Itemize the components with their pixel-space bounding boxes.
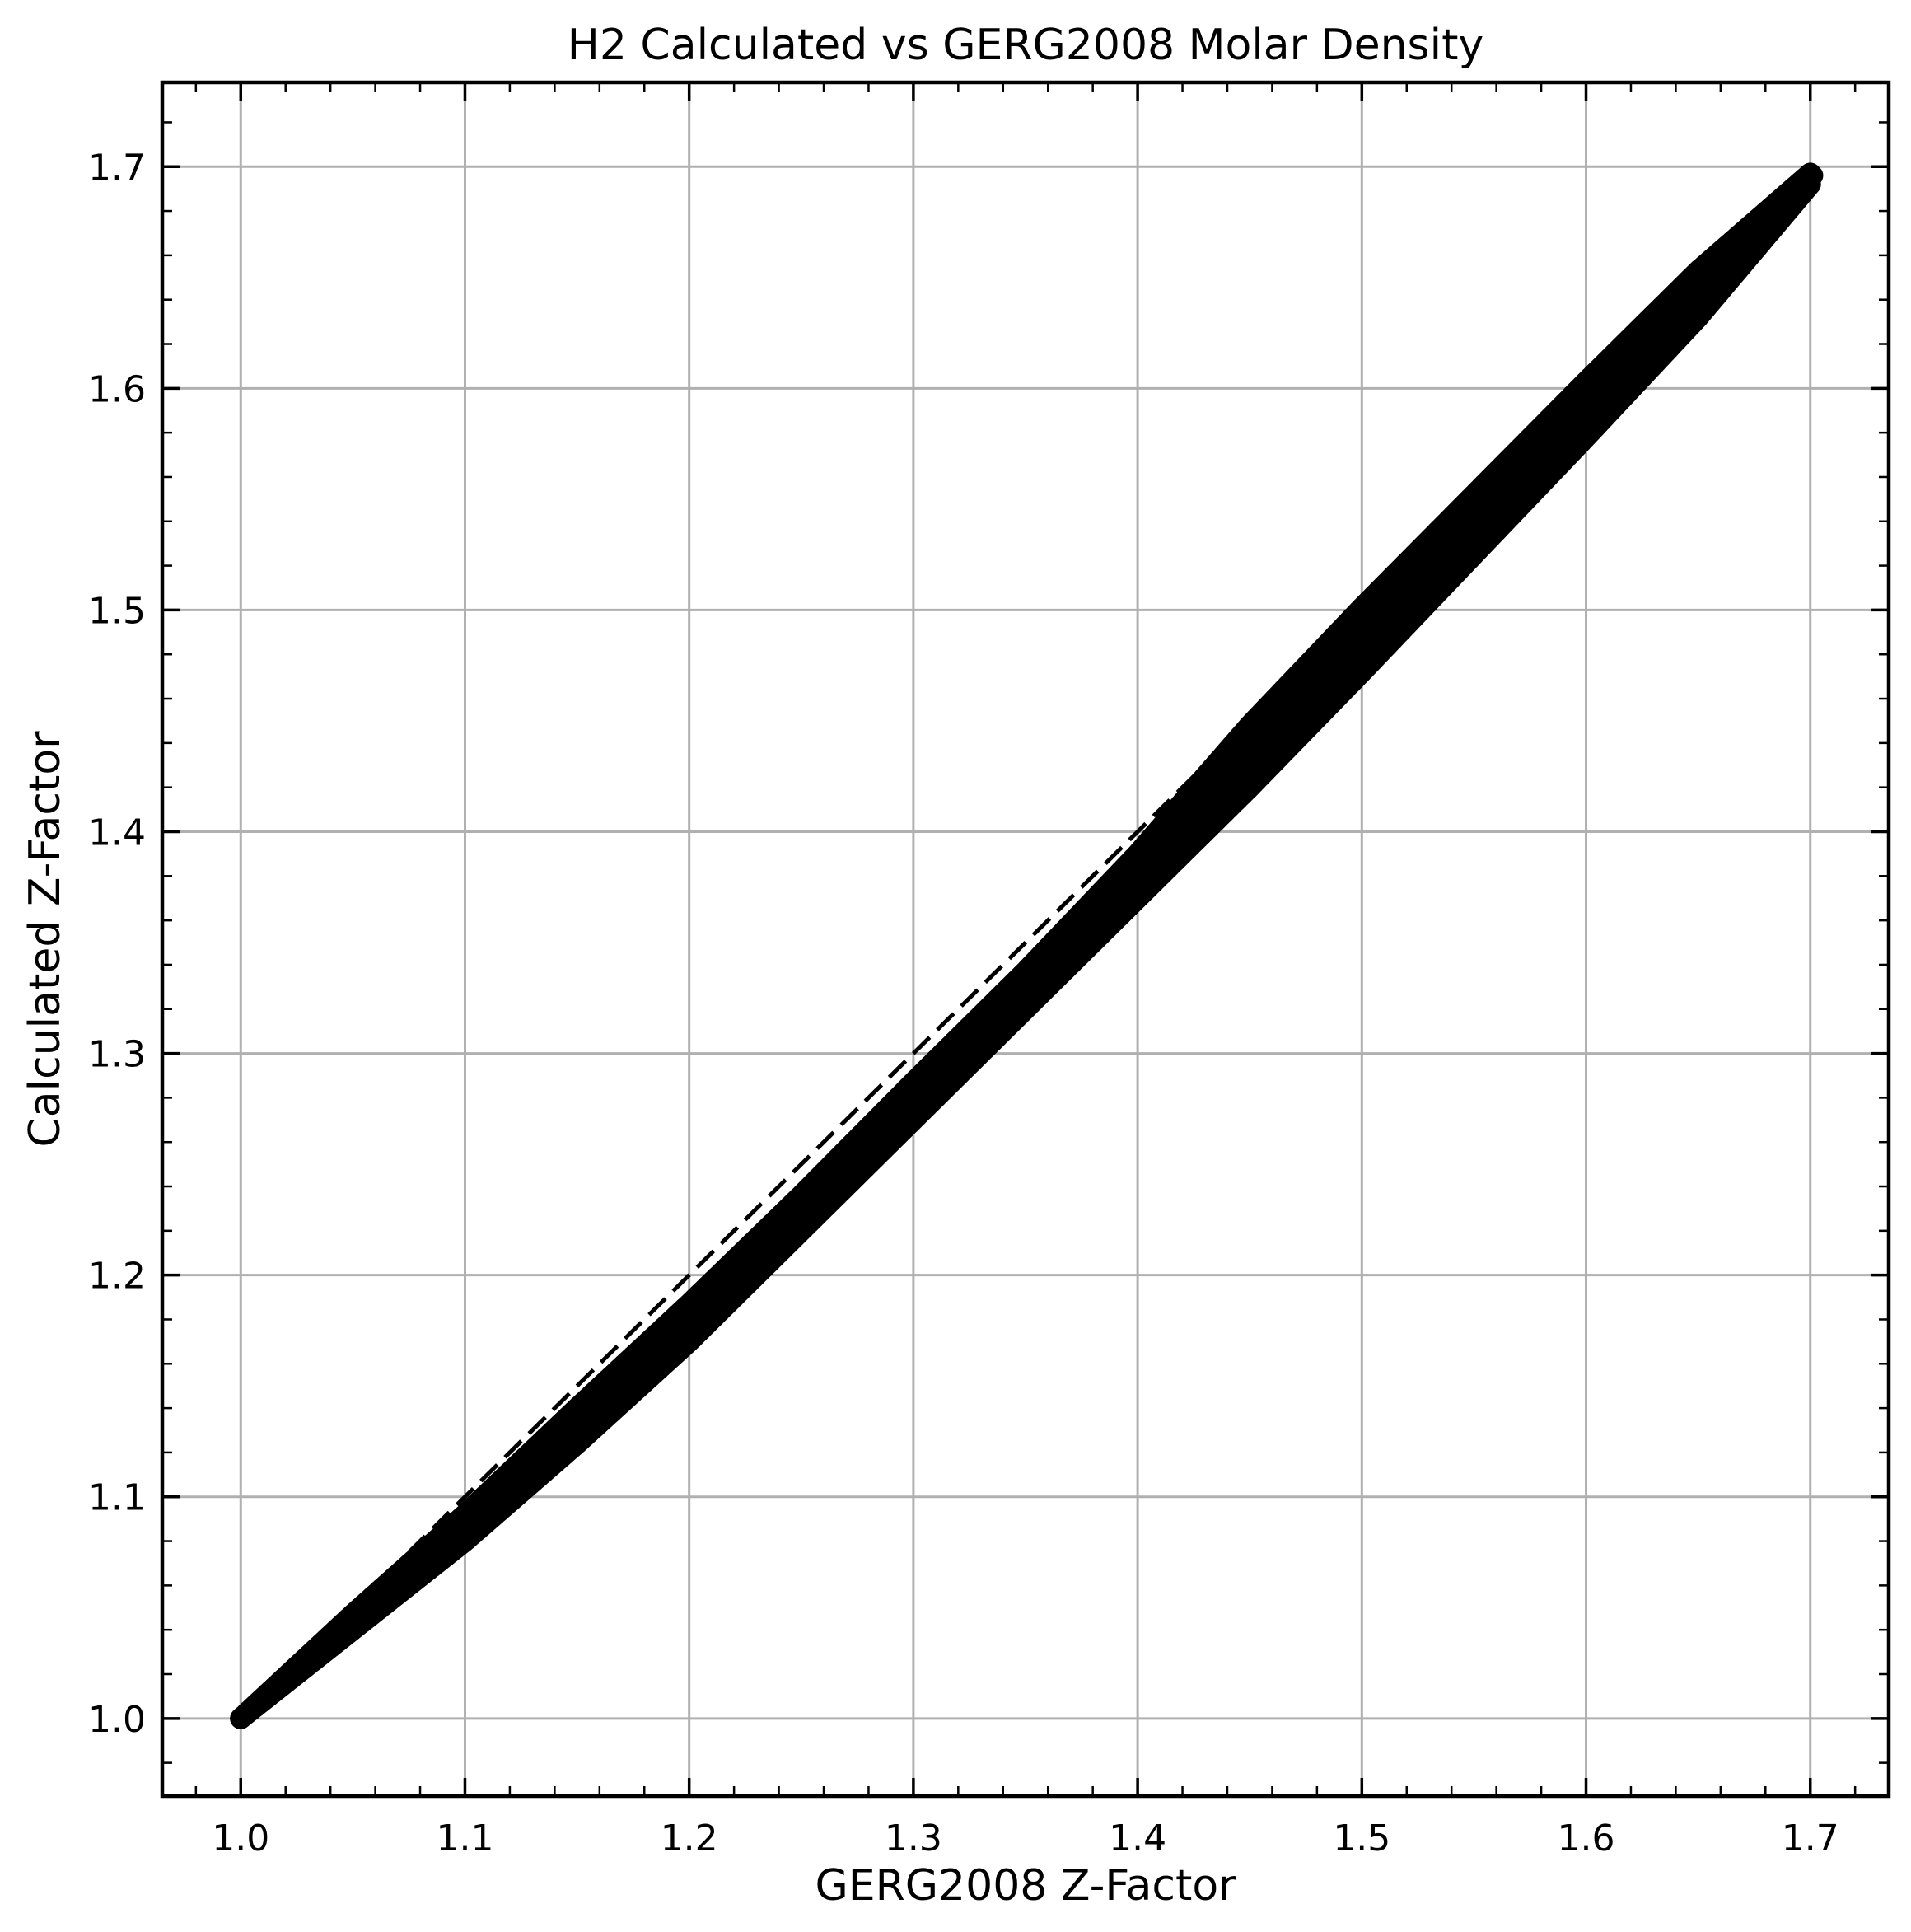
y-tick-label: 1.0 xyxy=(88,1699,146,1741)
y-tick-label: 1.4 xyxy=(88,812,146,854)
y-tick-label: 1.3 xyxy=(88,1034,146,1076)
x-tick-label: 1.7 xyxy=(1782,1817,1839,1859)
reference-line-layer xyxy=(239,165,1812,1720)
data-layer xyxy=(230,162,1824,1729)
y-tick-label: 1.1 xyxy=(88,1477,146,1519)
x-tick-label: 1.2 xyxy=(661,1817,718,1859)
ticks: 1.0 1.1 1.2 1.3 1.4 1.5 1.6 1.7 1.0 1.1 1.2 1.3 1.4 1… xyxy=(88,82,1889,1859)
x-tick-label: 1.0 xyxy=(212,1817,269,1859)
x-tick-label: 1.3 xyxy=(885,1817,942,1859)
x-tick-label: 1.4 xyxy=(1109,1817,1166,1859)
data-point xyxy=(1801,165,1824,187)
grid xyxy=(162,82,1889,1796)
x-tick-label: 1.6 xyxy=(1558,1817,1615,1859)
y-axis-title: Calculated Z-Factor xyxy=(21,731,70,1148)
x-tick-label: 1.1 xyxy=(436,1817,493,1859)
x-axis-title: GERG2008 Z-Factor xyxy=(815,1861,1236,1911)
y-tick-label: 1.2 xyxy=(88,1256,146,1298)
chart-title: H2 Calculated vs GERG2008 Molar Density xyxy=(568,21,1484,70)
y-tick-label: 1.5 xyxy=(88,590,146,632)
identity-line xyxy=(239,165,1812,1720)
y-tick-label: 1.6 xyxy=(88,368,146,410)
y-tick-label: 1.7 xyxy=(88,147,146,189)
plot-frame xyxy=(160,80,1891,1799)
x-tick-label: 1.5 xyxy=(1333,1817,1390,1859)
